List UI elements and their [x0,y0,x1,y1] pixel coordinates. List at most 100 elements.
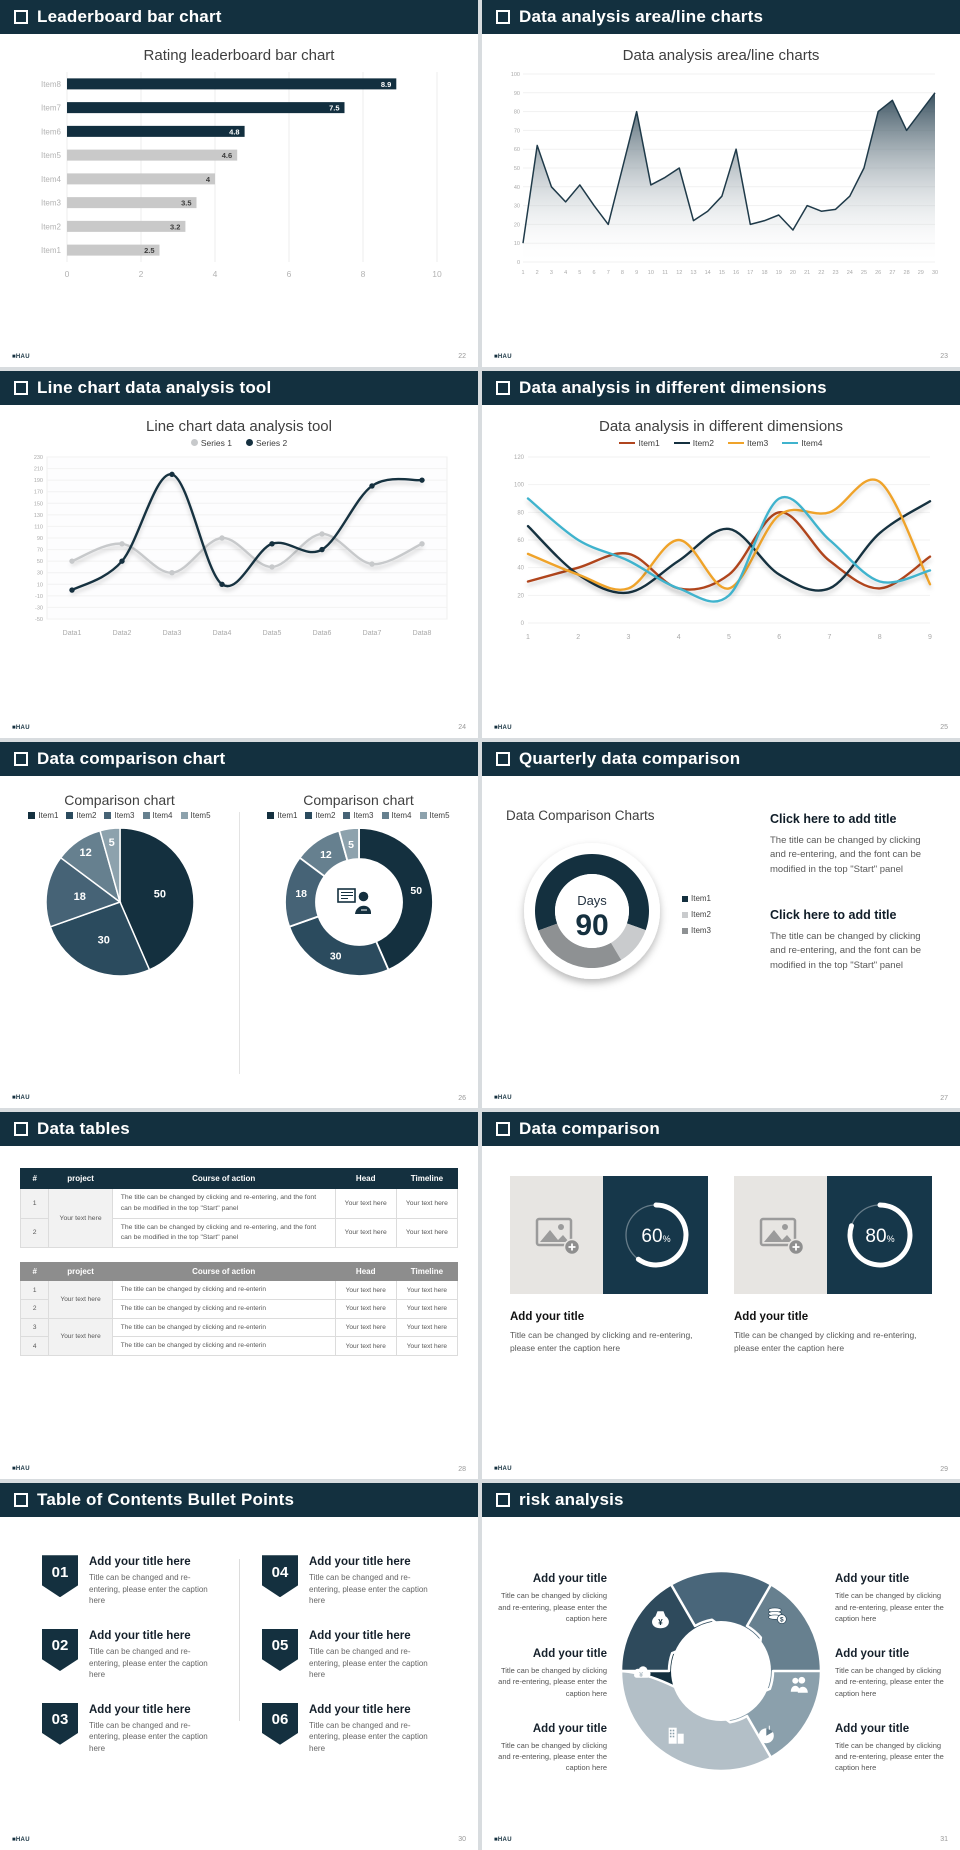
legend-label: Item3 [114,810,135,820]
item4-line-icon [782,441,799,445]
legend-swatch-icon [682,927,688,934]
svg-text:80: 80 [517,510,524,516]
svg-text:70: 70 [37,547,43,553]
legend-item: Item1 [619,438,660,448]
square-bullet-icon [14,1493,28,1508]
svg-text:15: 15 [719,270,725,276]
slide-title-bar: Data analysis area/line charts [482,0,960,34]
square-bullet-icon [496,751,510,766]
slide-leaderboard-bar-chart: Leaderboard bar chart Rating leaderboard… [0,0,478,367]
svg-text:21: 21 [804,270,810,276]
chart-legend: Item1 Item2 Item3 Item4 Item5 [0,811,239,820]
legend-label: Item2 [692,437,714,448]
column-header: Timeline [395,1168,459,1190]
cell-head: Your text here [334,1280,397,1300]
svg-text:Data3: Data3 [163,630,182,637]
svg-text:5: 5 [348,839,354,851]
svg-text:100: 100 [514,482,525,488]
cell-timeline: Your text here [395,1217,459,1249]
svg-text:7.5: 7.5 [329,104,339,113]
svg-text:19: 19 [776,270,782,276]
logo: ■HAU [494,1836,512,1843]
svg-text:-50: -50 [35,617,43,623]
svg-text:2.5: 2.5 [144,246,154,255]
svg-text:3: 3 [627,634,631,641]
svg-text:6: 6 [287,269,292,279]
number-badge: 03 [42,1702,78,1745]
item-title: Add your title [532,1573,607,1586]
slide-data-comparison-cards: Data comparison 60% [482,1112,960,1480]
legend-label: Item3 [353,810,374,820]
svg-text:50: 50 [514,166,520,172]
number-badge: 05 [262,1628,298,1671]
svg-text:29: 29 [918,270,924,276]
slide-footer: ■HAU 25 [482,718,960,738]
svg-text:23: 23 [832,270,838,276]
legend-swatch-icon [682,895,688,902]
slide-body: Rating leaderboard bar chart 0 2 4 6 8 10 Item… [0,34,478,347]
chart-legend: Series 1 Series 2 [0,438,478,448]
svg-text:0: 0 [65,269,70,279]
card-title: Add your title [734,1311,809,1324]
square-bullet-icon [14,1122,28,1137]
slide-body: 60% Add your title Title can be changed … [482,1146,960,1459]
item-caption: Title can be changed by clicking and re-… [835,1666,944,1698]
column-header: Head [334,1262,397,1282]
svg-text:4.6: 4.6 [222,151,232,160]
svg-text:8: 8 [878,634,882,641]
item-title: Add your title here [309,1703,411,1716]
item-title: Add your title [835,1573,910,1586]
page-number: 30 [458,1836,466,1844]
page-number: 28 [458,1465,466,1473]
legend-label: Item2 [76,810,97,820]
slide-line-chart-tool: Line chart data analysis tool Line chart… [0,370,478,738]
block-body: The title can be changed by clicking and… [770,930,922,972]
chart-legend: Item1 Item2 Item3 Item4 Item5 [239,811,478,820]
svg-text:10: 10 [514,241,520,247]
svg-text:70: 70 [514,128,520,134]
svg-text:Data2: Data2 [113,630,132,637]
square-bullet-icon [496,10,510,24]
chart-title: Data Comparison Charts [506,807,655,823]
text-block: Click here to add title The title can be… [770,812,938,878]
risk-pinwheel-diagram: ¥ $ ¥ [619,1569,823,1773]
pie-chart-icon [758,1725,774,1744]
slide-title: risk analysis [519,1490,624,1510]
money-bag-icon: ¥ [652,1611,669,1629]
legend-swatch-icon [104,811,112,819]
cell-timeline: Your text here [395,1317,459,1338]
legend-label: Item4 [391,810,412,820]
line-chart: 230 210 190 170 150 130 110 90 70 50 30 10 -10 -30 -50… [34,455,448,637]
svg-text:18: 18 [295,888,307,900]
logo: ■HAU [494,1466,512,1473]
svg-text:7: 7 [607,270,610,276]
progress-panel: 60% [603,1176,708,1295]
legend-label: Item5 [190,810,211,820]
chart-legend: Item1 Item2 Item3 Item4 [482,438,960,448]
cell-head: Your text here [334,1217,397,1249]
pie-chart: 50 30 18 12 5 [44,826,195,977]
svg-text:110: 110 [34,524,43,530]
svg-text:Item2: Item2 [41,222,62,231]
slide-body: Comparison chart Item1 Item2 Item3 Item4… [0,776,478,1089]
text-panel: Click here to add title The title can be… [762,800,942,1004]
legend-label: Item2 [691,910,712,920]
svg-text:Days: Days [577,893,607,908]
slide-footer: ■HAU 22 [0,347,478,367]
column-header: # [19,1168,50,1190]
chart-title: Comparison chart [64,791,175,808]
item-caption: Title can be changed by clicking and re-… [835,1740,944,1773]
svg-text:¥: ¥ [658,1618,663,1627]
item-caption: Title can be changed and re-entering, pl… [309,1646,428,1680]
item-title: Add your title here [89,1629,191,1642]
toc-item: 05 Add your title here Title can be chan… [262,1628,436,1681]
table-row: 1 Your text here The title can be change… [19,1280,459,1319]
svg-text:Item8: Item8 [41,80,62,89]
svg-text:Data8: Data8 [413,630,432,637]
item-title: Add your title [835,1722,910,1735]
slide-title: Data tables [37,1119,130,1139]
slide-footer: ■HAU 27 [482,1088,960,1108]
square-bullet-icon [14,380,28,395]
cloud-yen-icon: ¥ [634,1666,651,1679]
